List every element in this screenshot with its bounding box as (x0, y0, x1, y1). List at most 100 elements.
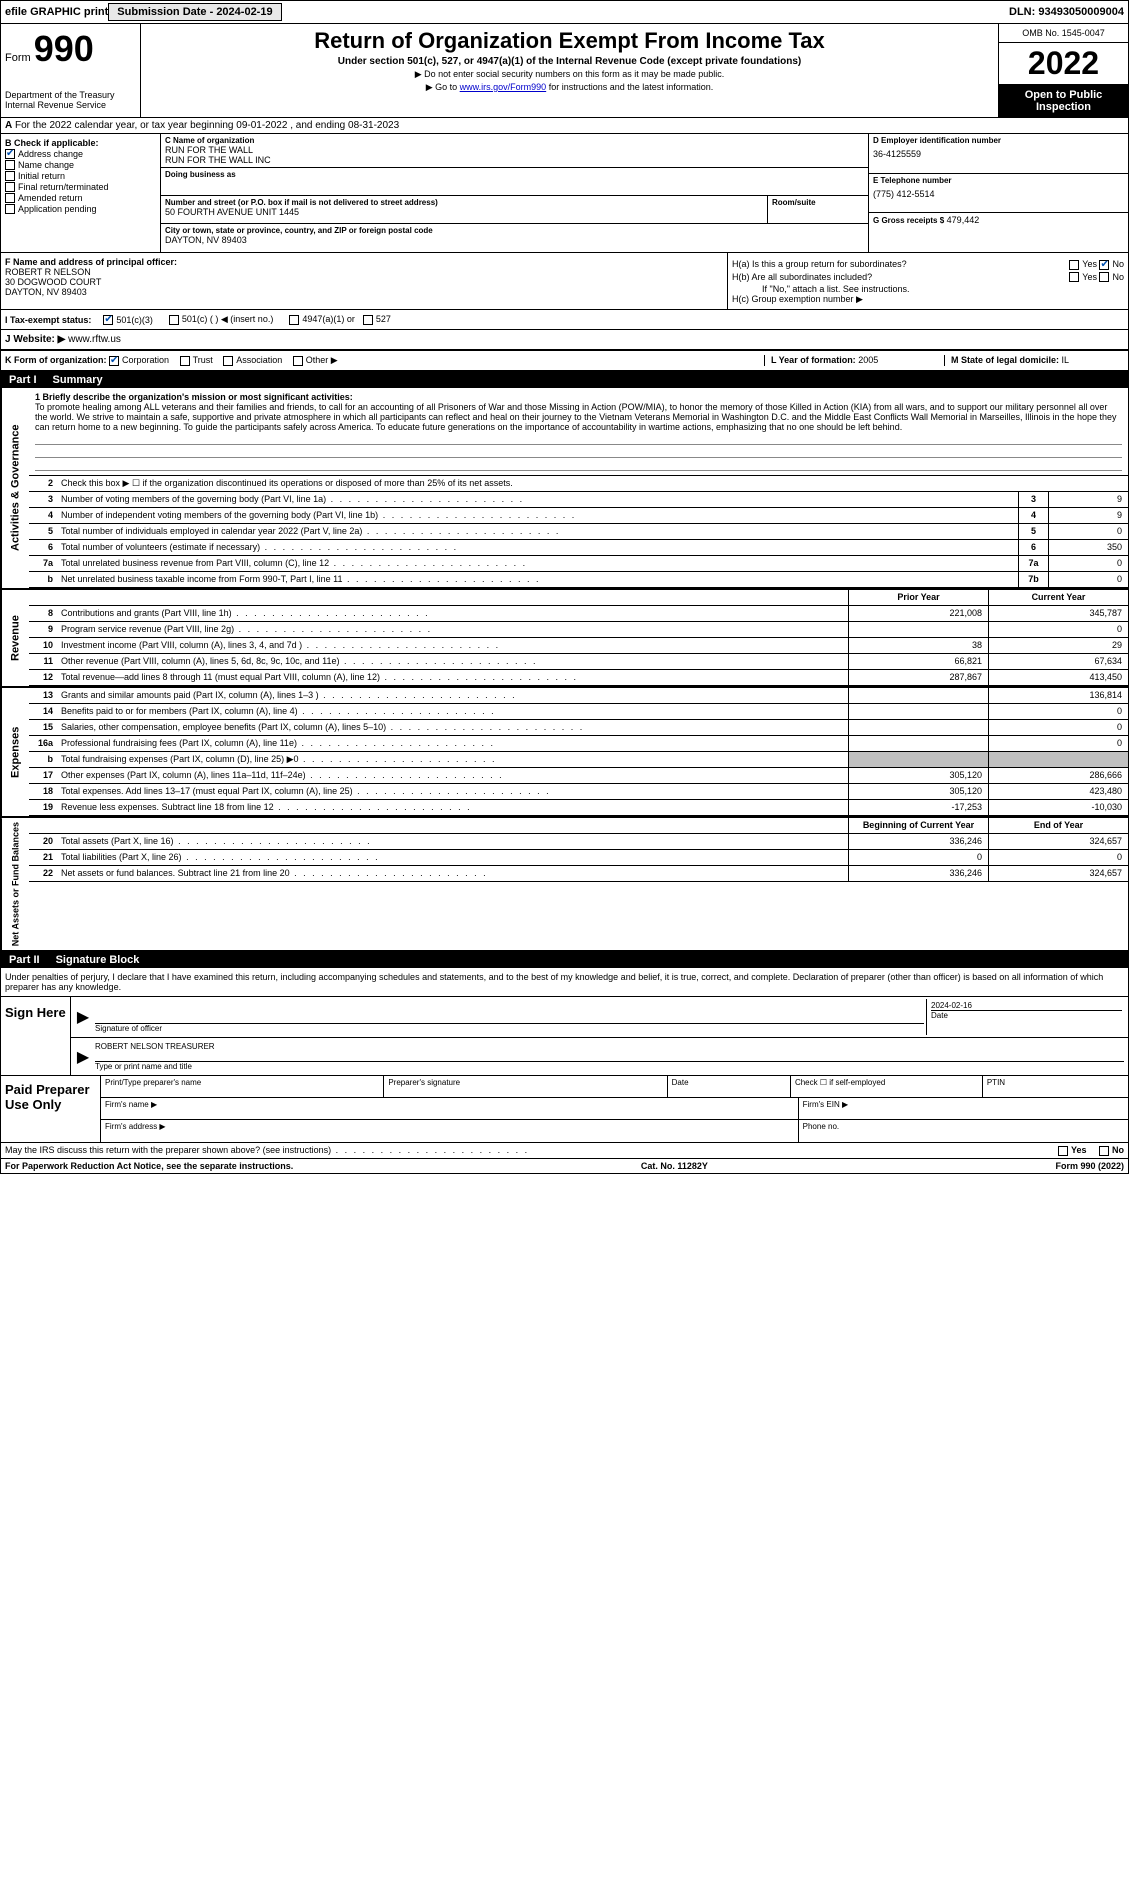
chk-assoc[interactable] (223, 356, 233, 366)
ha-label: H(a) Is this a group return for subordin… (732, 259, 907, 270)
chk-corp[interactable] (109, 356, 119, 366)
chk-initial-return[interactable] (5, 171, 15, 181)
chk-527[interactable] (363, 315, 373, 325)
chk-hb-yes[interactable] (1069, 272, 1079, 282)
table-row: 20 Total assets (Part X, line 16) 336,24… (29, 834, 1128, 850)
side-governance: Activities & Governance (1, 388, 29, 588)
chk-ha-yes[interactable] (1069, 260, 1079, 270)
gov-row: 5 Total number of individuals employed i… (29, 524, 1128, 540)
discuss-text: May the IRS discuss this return with the… (5, 1145, 529, 1156)
current-value: 413,450 (988, 670, 1128, 685)
revenue-section: Revenue Prior Year Current Year 8 Contri… (1, 590, 1128, 688)
officer-addr1: 30 DOGWOOD COURT (5, 277, 723, 287)
sign-section: Sign Here ▶ Signature of officer 2024-02… (1, 997, 1128, 1076)
irs-link[interactable]: www.irs.gov/Form990 (460, 82, 547, 92)
form-ref: Form 990 (2022) (1055, 1161, 1124, 1171)
row-num: 18 (29, 784, 57, 799)
chk-4947[interactable] (289, 315, 299, 325)
current-year-header: Current Year (988, 590, 1128, 605)
l-value: 2005 (858, 355, 878, 365)
row-box: 6 (1018, 540, 1048, 555)
prior-value: 305,120 (848, 784, 988, 799)
sig-date-label: Date (931, 1010, 1122, 1020)
chk-amended-return[interactable] (5, 193, 15, 203)
cell-phone: E Telephone number (775) 412-5514 (869, 174, 1128, 214)
cell-ein: D Employer identification number 36-4125… (869, 134, 1128, 174)
side-expenses: Expenses (1, 688, 29, 816)
current-value: 345,787 (988, 606, 1128, 621)
table-row: 15 Salaries, other compensation, employe… (29, 720, 1128, 736)
col-c-org-info: C Name of organization RUN FOR THE WALL … (161, 134, 868, 252)
form-header: Form 990 Department of the Treasury Inte… (1, 24, 1128, 118)
prep-check-header: Check ☐ if self-employed (791, 1076, 983, 1097)
sig-date-value: 2024-02-16 (931, 1001, 1122, 1010)
m-value: IL (1062, 355, 1070, 365)
row-desc: Total assets (Part X, line 16) (57, 834, 848, 849)
row-j-website: J Website: ▶ www.rftw.us (1, 330, 1128, 351)
chk-discuss-no[interactable] (1099, 1146, 1109, 1156)
row-desc: Benefits paid to or for members (Part IX… (57, 704, 848, 719)
form-number: 990 (34, 28, 94, 69)
part1-header: Part I Summary (1, 372, 1128, 388)
hc-label: H(c) Group exemption number ▶ (732, 294, 1124, 305)
chk-application-pending[interactable] (5, 204, 15, 214)
table-row: 13 Grants and similar amounts paid (Part… (29, 688, 1128, 704)
row-box: 5 (1018, 524, 1048, 539)
row-val: 350 (1048, 540, 1128, 555)
row-val: 9 (1048, 508, 1128, 523)
row-val: 9 (1048, 492, 1128, 507)
netassets-header-row: Beginning of Current Year End of Year (29, 818, 1128, 834)
chk-address-change[interactable] (5, 149, 15, 159)
hb-label: H(b) Are all subordinates included? (732, 272, 872, 283)
chk-ha-no[interactable] (1099, 260, 1109, 270)
chk-hb-no[interactable] (1099, 272, 1109, 282)
header-right: OMB No. 1545-0047 2022 Open to Public In… (998, 24, 1128, 117)
prior-value (848, 752, 988, 767)
row-num: 10 (29, 638, 57, 653)
org-name-2: RUN FOR THE WALL INC (165, 155, 864, 165)
prep-row-firm-addr: Firm's address ▶ Phone no. (101, 1120, 1128, 1142)
col-k: K Form of organization: Corporation Trus… (5, 355, 764, 366)
chk-discuss-yes[interactable] (1058, 1146, 1068, 1156)
street-label: Number and street (or P.O. box if mail i… (165, 198, 763, 207)
opt-527: 527 (376, 314, 391, 324)
prep-ptin-header: PTIN (983, 1076, 1128, 1097)
firm-phone-label: Phone no. (799, 1120, 1128, 1142)
lbl-final-return: Final return/terminated (18, 182, 109, 192)
part2-num: Part II (9, 954, 56, 966)
prior-year-header: Prior Year (848, 590, 988, 605)
row-num: 3 (29, 492, 57, 507)
row-num: 8 (29, 606, 57, 621)
chk-501c3[interactable] (103, 315, 113, 325)
chk-501c[interactable] (169, 315, 179, 325)
row-num: 16a (29, 736, 57, 751)
row-desc: Salaries, other compensation, employee b… (57, 720, 848, 735)
opt-501c: 501(c) ( ) ◀ (insert no.) (182, 314, 273, 324)
row-box: 7b (1018, 572, 1048, 587)
submission-date-button[interactable]: Submission Date - 2024-02-19 (108, 3, 281, 21)
row-desc: Other expenses (Part IX, column (A), lin… (57, 768, 848, 783)
table-row: 19 Revenue less expenses. Subtract line … (29, 800, 1128, 816)
form-subtitle: Under section 501(c), 527, or 4947(a)(1)… (145, 56, 994, 67)
current-value: -10,030 (988, 800, 1128, 815)
chk-final-return[interactable] (5, 182, 15, 192)
part2-header: Part II Signature Block (1, 952, 1128, 968)
current-value: 136,814 (988, 688, 1128, 703)
chk-name-change[interactable] (5, 160, 15, 170)
gross-value: 479,442 (947, 215, 980, 225)
lbl-address-change: Address change (18, 149, 83, 159)
row-num: 22 (29, 866, 57, 881)
chk-trust[interactable] (180, 356, 190, 366)
part2-declaration: Under penalties of perjury, I declare th… (1, 968, 1128, 997)
mission-label: 1 Briefly describe the organization's mi… (35, 392, 1122, 402)
tax-period-text: For the 2022 calendar year, or tax year … (15, 120, 399, 131)
prior-value: 66,821 (848, 654, 988, 669)
col-h-group: H(a) Is this a group return for subordin… (728, 253, 1128, 309)
lbl-name-change: Name change (18, 160, 74, 170)
row-box: 3 (1018, 492, 1048, 507)
row-desc: Total unrelated business revenue from Pa… (57, 556, 1018, 571)
governance-section: Activities & Governance 1 Briefly descri… (1, 388, 1128, 590)
chk-other[interactable] (293, 356, 303, 366)
org-name-1: RUN FOR THE WALL (165, 145, 864, 155)
preparer-section: Paid Preparer Use Only Print/Type prepar… (1, 1076, 1128, 1143)
